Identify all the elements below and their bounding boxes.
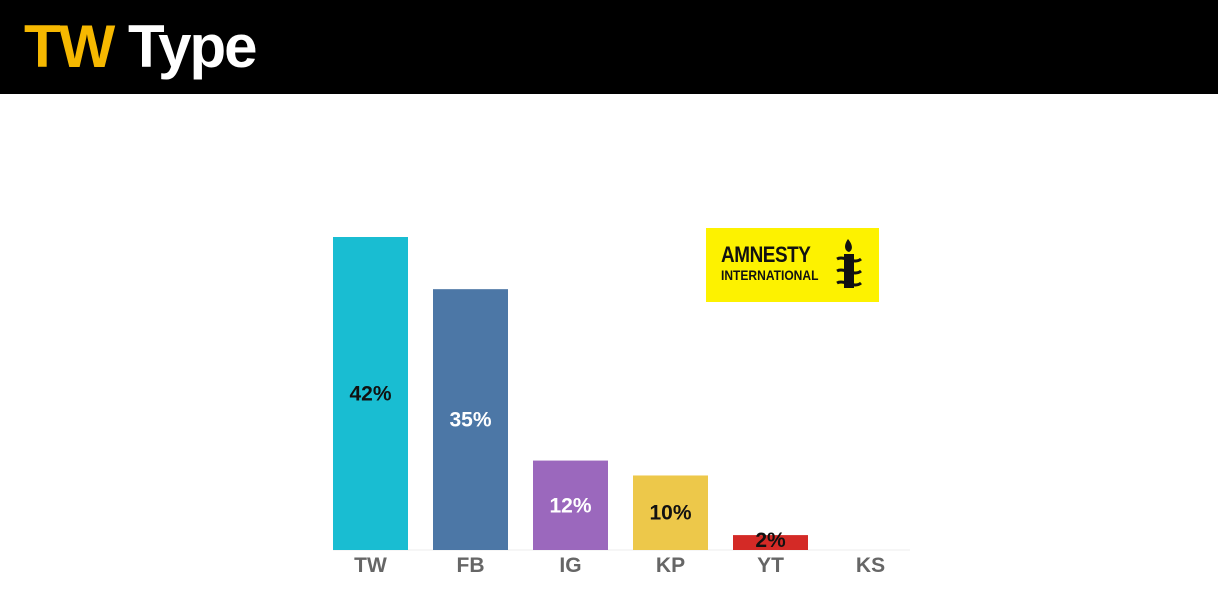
logo-line-1: AMNESTY bbox=[721, 242, 811, 267]
title-accent: TW bbox=[24, 13, 115, 80]
bar-yt bbox=[733, 535, 808, 550]
tick-label-tw: TW bbox=[354, 554, 387, 577]
bar-fb bbox=[433, 289, 508, 550]
candle-icon bbox=[836, 239, 862, 288]
data-label-kp: 10% bbox=[649, 502, 691, 525]
bar-tw bbox=[333, 237, 408, 550]
tick-label-yt: YT bbox=[757, 554, 784, 577]
header-bar: TW Type bbox=[0, 0, 1218, 94]
amnesty-logo: AMNESTY INTERNATIONAL bbox=[706, 228, 879, 302]
tick-label-kp: KP bbox=[656, 554, 685, 577]
tick-label-fb: FB bbox=[457, 554, 485, 577]
data-label-ig: 12% bbox=[549, 494, 591, 517]
bar-ig bbox=[533, 460, 608, 550]
data-label-yt: 2% bbox=[755, 529, 786, 552]
tick-label-ks: KS bbox=[856, 554, 885, 577]
bar-chart: 42% 35% 12% 10% 2% TW FB IG KP YT KS bbox=[333, 237, 910, 577]
tick-label-ig: IG bbox=[559, 554, 581, 577]
title-main: Type bbox=[127, 13, 258, 80]
data-label-tw: 42% bbox=[349, 383, 391, 406]
data-label-fb: 35% bbox=[449, 409, 491, 432]
bar-kp bbox=[633, 475, 708, 550]
logo-line-2: INTERNATIONAL bbox=[721, 267, 819, 283]
page-title: TW Type bbox=[24, 10, 258, 84]
